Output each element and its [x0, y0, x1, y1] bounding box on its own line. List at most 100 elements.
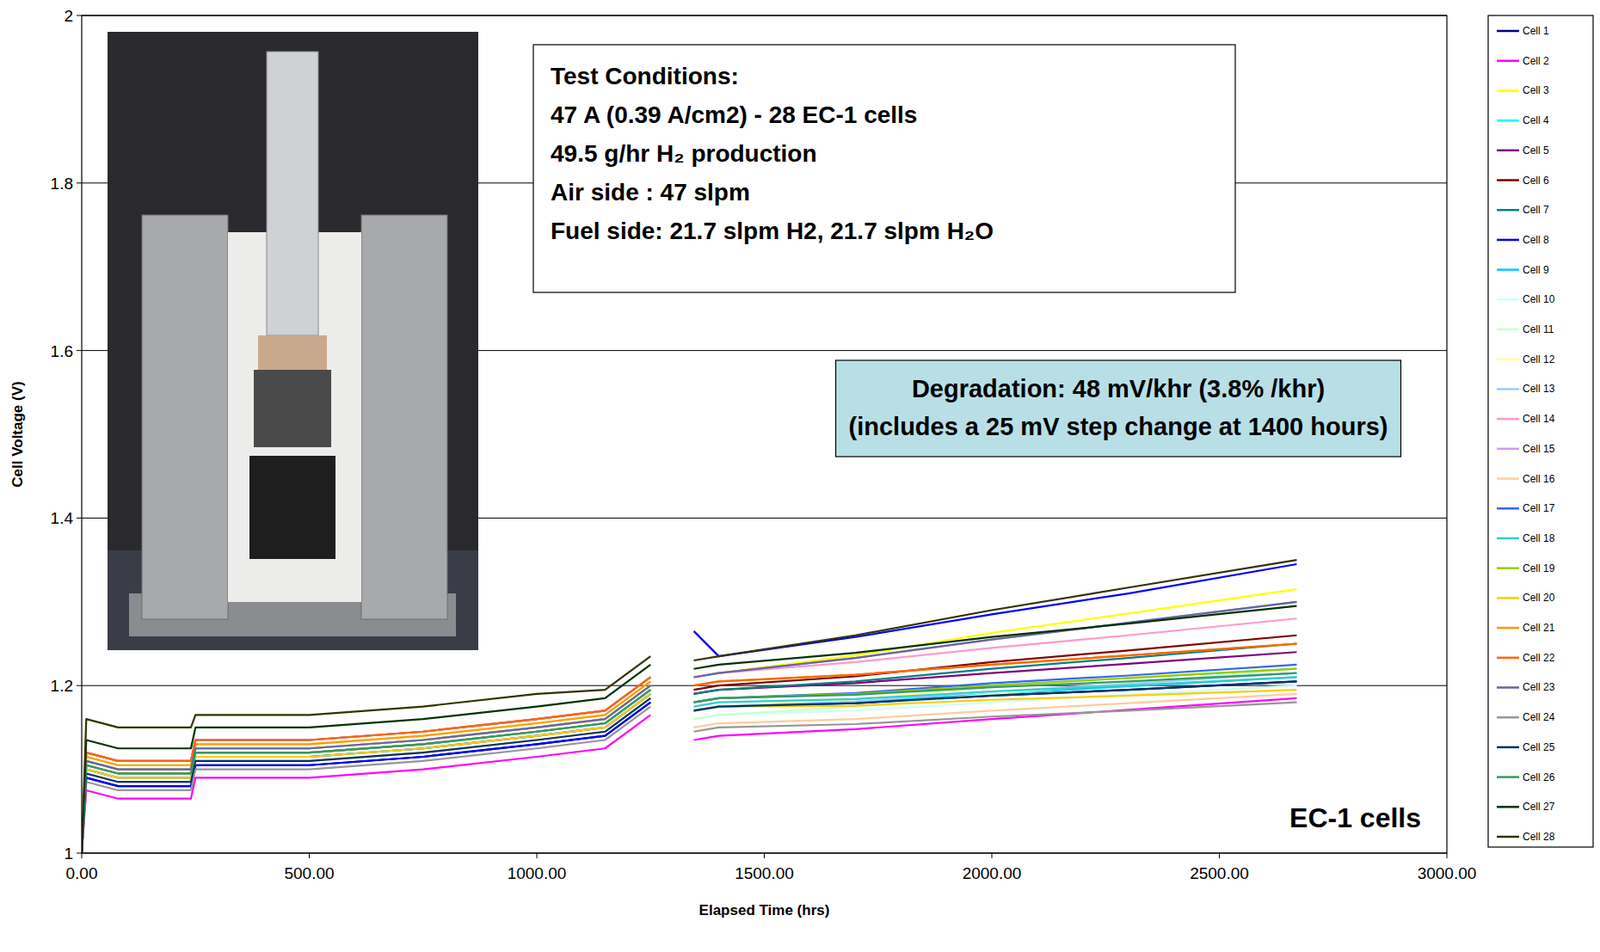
legend-swatch — [1496, 268, 1520, 271]
test-conditions-line: Test Conditions: — [550, 62, 739, 90]
y-tick-label: 1.8 — [50, 174, 74, 193]
photo-shell-right — [361, 215, 448, 620]
chart: 11.21.41.61.820.00500.001000.001500.0020… — [0, 0, 1600, 952]
y-tick — [76, 685, 82, 687]
legend-swatch — [1496, 239, 1520, 242]
legend-label: Cell 21 — [1522, 621, 1556, 634]
legend-swatch — [1496, 30, 1520, 33]
legend-label: Cell 12 — [1522, 353, 1556, 366]
series-line — [81, 681, 1297, 854]
x-tick-label: 2500.00 — [1189, 864, 1250, 883]
x-tick — [308, 853, 310, 859]
series-line — [81, 694, 1297, 854]
legend-label: Cell 17 — [1522, 502, 1556, 515]
y-tick — [76, 182, 82, 184]
legend-label: Cell 4 — [1522, 114, 1550, 127]
series-line — [81, 676, 1297, 854]
series-group — [81, 560, 1297, 854]
x-tick-label: 500.00 — [283, 864, 334, 883]
series-line — [81, 702, 1297, 854]
background — [0, 0, 1600, 952]
test-conditions-line: Fuel side: 21.7 slpm H2, 21.7 slpm H₂O — [550, 217, 994, 245]
test-conditions: Test Conditions: 47 A (0.39 A/cm2) - 28 E… — [533, 44, 1236, 293]
legend-label: Cell 16 — [1522, 473, 1556, 486]
series-line — [81, 669, 1297, 854]
test-conditions-box — [533, 44, 1236, 293]
legend-label: Cell 14 — [1522, 412, 1556, 425]
legend-label: Cell 20 — [1522, 591, 1556, 604]
legend-label: Cell 11 — [1522, 323, 1555, 336]
series-line — [81, 681, 1297, 854]
photo-stack-top — [258, 335, 327, 370]
legend-swatch — [1496, 418, 1520, 421]
x-tick-label: 3000.00 — [1417, 864, 1477, 883]
y-tick-label: 1.2 — [50, 676, 74, 696]
series-line — [81, 698, 1297, 854]
legend-swatch — [1496, 89, 1520, 93]
legend-label: Cell 3 — [1522, 84, 1550, 97]
degradation-note: Degradation: 48 mV/khr (3.8% /khr) (inclu… — [836, 360, 1402, 457]
y-tick-label: 1.6 — [50, 342, 74, 361]
legend-label: Cell 25 — [1522, 741, 1556, 754]
legend-label: Cell 7 — [1522, 203, 1550, 216]
legend-label: Cell 18 — [1522, 532, 1556, 545]
legend-label: Cell 22 — [1522, 652, 1556, 665]
series-line — [81, 564, 1297, 854]
series-line — [81, 669, 1297, 854]
legend-swatch — [1496, 209, 1520, 212]
series-line — [81, 676, 1297, 854]
legend-swatch — [1496, 627, 1520, 630]
y-axis-title: Cell Voltage (V) — [9, 381, 26, 487]
series-line — [81, 669, 1297, 854]
x-tick-label: 2000.00 — [962, 864, 1022, 883]
legend-swatch — [1496, 357, 1520, 361]
legend-swatch — [1496, 298, 1520, 302]
x-tick — [81, 853, 83, 859]
legend-label: Cell 27 — [1522, 800, 1556, 813]
x-tick — [991, 853, 993, 859]
series-line — [81, 589, 1297, 854]
degradation-line: (includes a 25 mV step change at 1400 ho… — [849, 412, 1389, 441]
legend-label: Cell 23 — [1522, 681, 1556, 694]
photo-coil — [249, 455, 336, 560]
cell-type-label: EC-1 cells — [1289, 802, 1422, 834]
series-line — [81, 673, 1297, 854]
grid-line — [81, 685, 1447, 687]
legend-swatch — [1496, 775, 1520, 779]
legend-label: Cell 28 — [1522, 830, 1556, 844]
series-line — [81, 618, 1297, 854]
y-tick-label: 2 — [63, 6, 74, 25]
photo-stack — [253, 369, 332, 448]
legend-swatch — [1496, 149, 1520, 153]
legend-label: Cell 8 — [1522, 233, 1550, 247]
legend-label: Cell 5 — [1522, 144, 1550, 157]
legend-label: Cell 24 — [1522, 711, 1556, 724]
y-tick — [76, 350, 82, 351]
legend-swatch — [1496, 746, 1520, 750]
legend-label: Cell 10 — [1522, 293, 1556, 306]
legend-label: Cell 13 — [1522, 382, 1556, 395]
legend-swatch — [1496, 657, 1520, 660]
degradation-line: Degradation: 48 mV/khr (3.8% /khr) — [911, 375, 1325, 403]
y-tick-label: 1.4 — [50, 509, 74, 528]
x-tick — [1218, 853, 1220, 859]
test-conditions-line: 47 A (0.39 A/cm2) - 28 EC-1 cells — [550, 101, 917, 129]
x-tick-label: 1000.00 — [507, 864, 567, 883]
y-tick-label: 1 — [63, 844, 74, 863]
legend-label: Cell 1 — [1522, 24, 1550, 37]
test-conditions-line: 49.5 g/hr H₂ production — [550, 140, 818, 167]
y-tick — [76, 853, 82, 855]
legend-swatch — [1496, 178, 1520, 182]
legend-swatch — [1496, 566, 1520, 570]
legend-swatch — [1496, 448, 1520, 451]
legend-swatch — [1496, 387, 1520, 391]
legend-swatch — [1496, 507, 1520, 511]
legend-swatch — [1496, 806, 1520, 809]
series-line — [81, 685, 1297, 854]
x-axis-title: Elapsed Time (hrs) — [699, 902, 831, 919]
legend: Cell 1Cell 2Cell 3Cell 4Cell 5Cell 6Cell… — [1488, 15, 1594, 848]
legend-label: Cell 2 — [1522, 55, 1550, 68]
photo-shell-left — [141, 215, 228, 620]
legend-swatch — [1496, 119, 1520, 123]
legend-label: Cell 26 — [1522, 771, 1556, 784]
